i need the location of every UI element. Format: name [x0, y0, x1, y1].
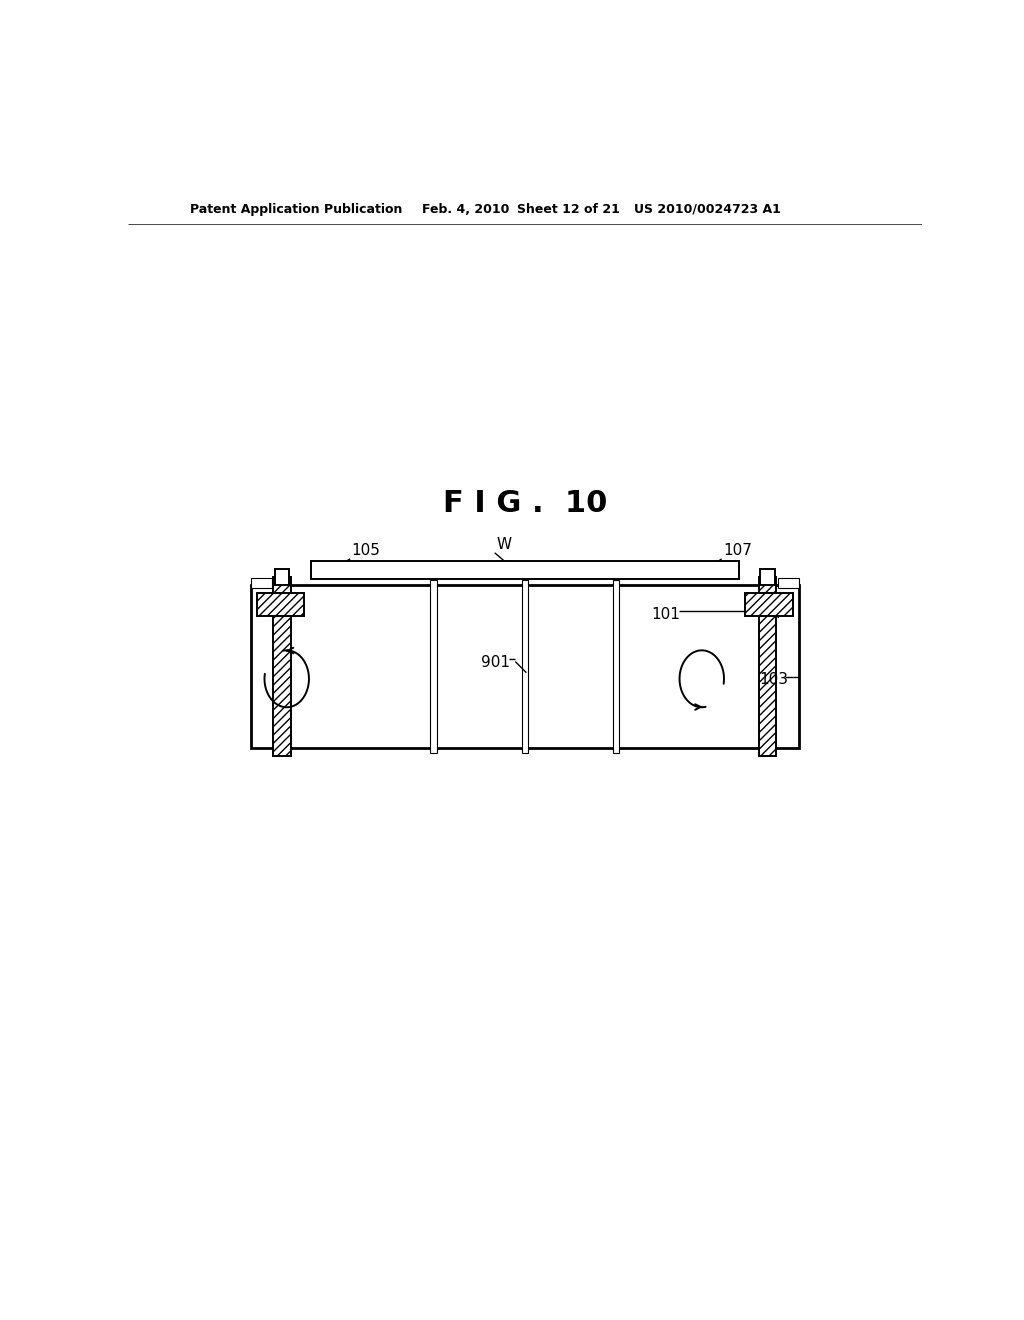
Text: W: W	[497, 537, 511, 552]
Bar	[251, 578, 271, 589]
Text: Feb. 4, 2010: Feb. 4, 2010	[422, 203, 509, 215]
Text: 101: 101	[652, 607, 681, 622]
Text: 901: 901	[481, 655, 510, 671]
Bar	[273, 577, 291, 756]
Bar	[251, 585, 799, 748]
Text: Sheet 12 of 21: Sheet 12 of 21	[517, 203, 620, 215]
Text: US 2010/0024723 A1: US 2010/0024723 A1	[634, 203, 781, 215]
Bar	[310, 561, 739, 579]
Bar	[521, 581, 528, 752]
Bar	[257, 594, 304, 616]
Bar	[274, 569, 289, 585]
Bar	[761, 569, 775, 585]
Text: 103: 103	[760, 672, 788, 688]
Text: F I G .  10: F I G . 10	[442, 490, 607, 519]
Bar	[430, 581, 436, 752]
Bar	[613, 581, 620, 752]
Bar	[759, 577, 776, 756]
Text: 107: 107	[723, 543, 752, 558]
Bar	[745, 594, 793, 616]
Bar	[778, 578, 799, 589]
Text: 105: 105	[352, 543, 381, 558]
Text: Patent Application Publication: Patent Application Publication	[189, 203, 402, 215]
